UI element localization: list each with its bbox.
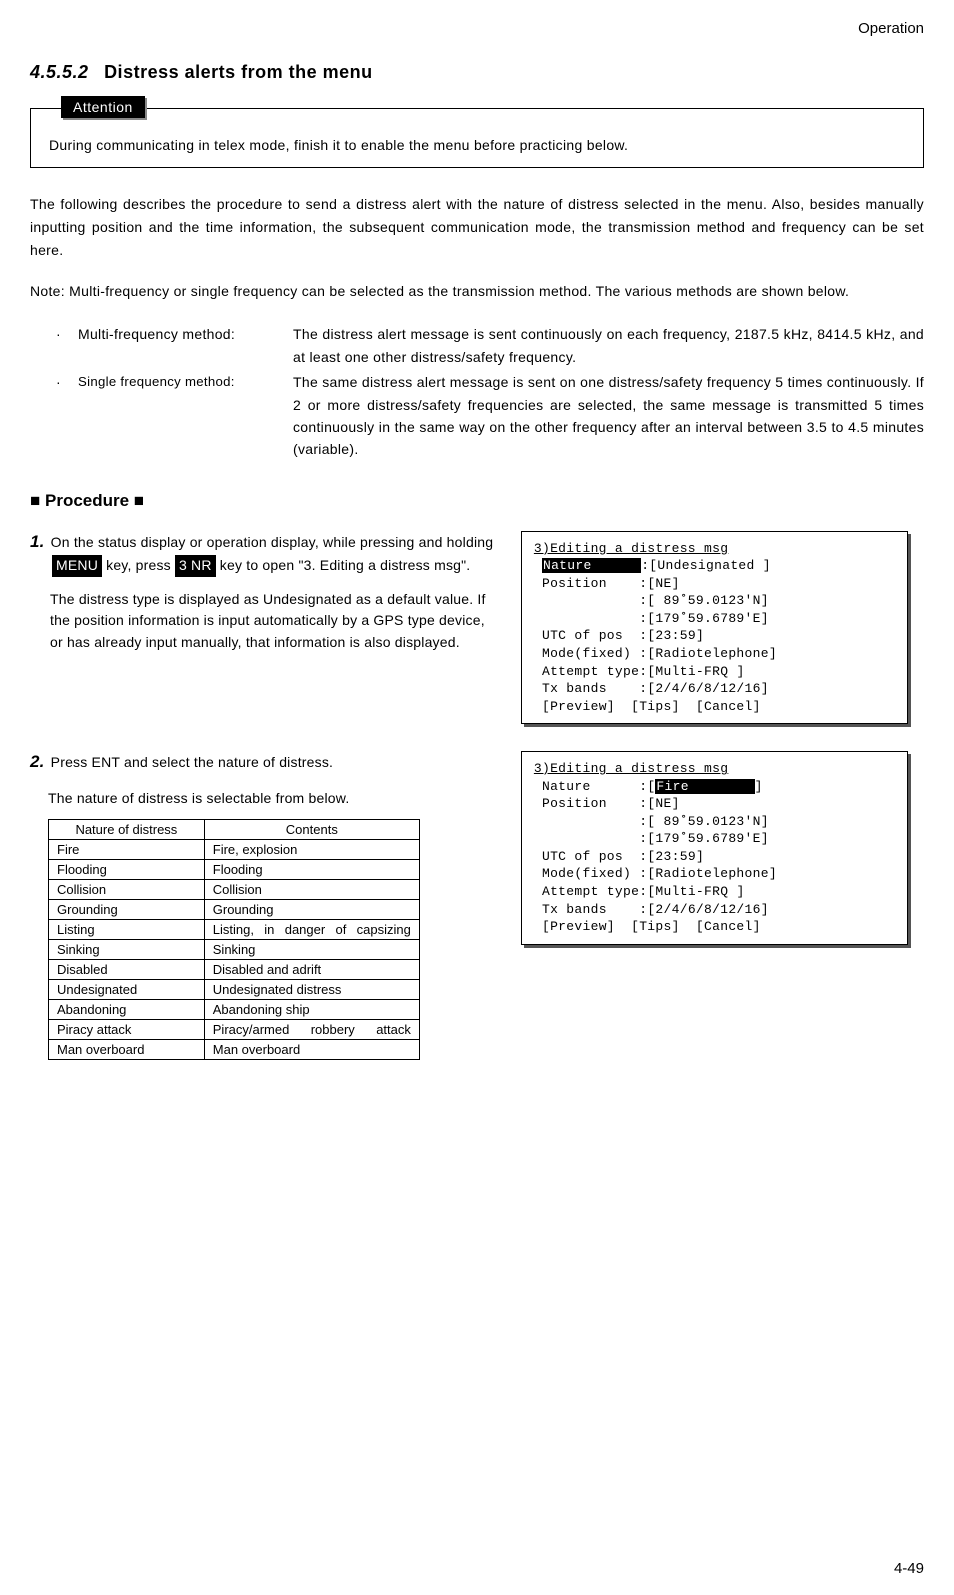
nature-table: Nature of distress Contents FireFire, ex… <box>48 819 420 1060</box>
step-1-sub: The distress type is displayed as Undesi… <box>30 589 495 654</box>
step-1: 1. On the status display or operation di… <box>30 529 924 724</box>
section-heading: Distress alerts from the menu <box>104 62 373 82</box>
step-2-sub: The nature of distress is selectable fro… <box>30 788 495 810</box>
table-header-row: Nature of distress Contents <box>49 820 420 840</box>
note-body: Multi-frequency or single frequency can … <box>69 283 849 299</box>
table-row: FireFire, explosion <box>49 840 420 860</box>
method-multi: · Multi-frequency method: The distress a… <box>78 323 924 368</box>
method-label: Single frequency method: <box>78 371 293 461</box>
table-header: Nature of distress <box>49 820 205 840</box>
table-row: GroundingGrounding <box>49 900 420 920</box>
attention-text: During communicating in telex mode, fini… <box>49 137 905 153</box>
screen-panel-1: 3)Editing a distress msg Nature :[Undesi… <box>521 531 908 724</box>
screen-panel-2: 3)Editing a distress msg Nature :[Fire ]… <box>521 751 908 944</box>
step-number: 2. <box>30 752 45 771</box>
table-row: Piracy attackPiracy/armed robbery attack <box>49 1020 420 1040</box>
page-number: 4-49 <box>894 1560 924 1577</box>
step-text-mid: key, press <box>102 557 175 573</box>
attention-label: Attention <box>61 96 145 118</box>
bullet-icon: · <box>56 371 61 393</box>
method-single: · Single frequency method: The same dist… <box>78 371 924 461</box>
method-list: · Multi-frequency method: The distress a… <box>30 323 924 460</box>
table-row: Man overboardMan overboard <box>49 1040 420 1060</box>
method-desc: The same distress alert message is sent … <box>293 371 924 461</box>
bullet-icon: · <box>56 323 61 345</box>
table-row: FloodingFlooding <box>49 860 420 880</box>
method-desc: The distress alert message is sent conti… <box>293 323 924 368</box>
attention-box: Attention During communicating in telex … <box>30 108 924 168</box>
page-header: Operation <box>30 20 924 37</box>
table-header: Contents <box>204 820 419 840</box>
step-2-main: 2. Press ENT and select the nature of di… <box>30 749 495 775</box>
table-row: SinkingSinking <box>49 940 420 960</box>
table-row: DisabledDisabled and adrift <box>49 960 420 980</box>
section-number: 4.5.5.2 <box>30 62 89 82</box>
table-row: AbandoningAbandoning ship <box>49 1000 420 1020</box>
step-text-post: key to open "3. Editing a distress msg". <box>216 557 471 573</box>
intro-paragraph: The following describes the procedure to… <box>30 193 924 262</box>
procedure-title: ■ Procedure ■ <box>30 491 924 511</box>
note-block: Note: Multi-frequency or single frequenc… <box>30 280 924 303</box>
menu-key-badge: MENU <box>52 555 102 577</box>
table-row: CollisionCollision <box>49 880 420 900</box>
step-2-text: Press ENT and select the nature of distr… <box>51 754 333 770</box>
table-row: UndesignatedUndesignated distress <box>49 980 420 1000</box>
step-2: 2. Press ENT and select the nature of di… <box>30 749 924 1060</box>
3nr-key-badge: 3 NR <box>175 555 216 577</box>
method-label: Multi-frequency method: <box>78 323 293 368</box>
step-text-pre: On the status display or operation displ… <box>51 534 494 550</box>
section-title: 4.5.5.2 Distress alerts from the menu <box>30 62 924 83</box>
note-prefix: Note: <box>30 283 65 299</box>
step-number: 1. <box>30 532 45 551</box>
step-1-main: 1. On the status display or operation di… <box>30 529 495 577</box>
table-row: ListingListing, in danger of capsizing <box>49 920 420 940</box>
